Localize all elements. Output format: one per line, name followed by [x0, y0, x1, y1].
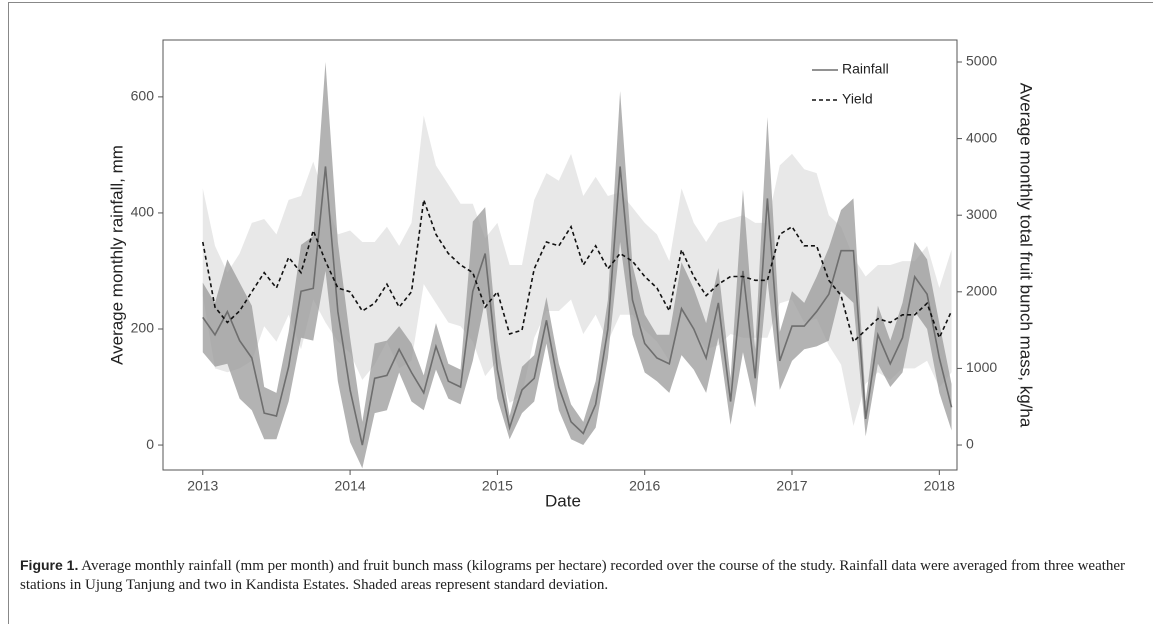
y2-tick-label: 0 [966, 436, 974, 452]
legend-label: Yield [842, 91, 873, 107]
y2-tick-label: 4000 [966, 129, 997, 145]
y-tick-label: 0 [146, 436, 154, 452]
caption-label: Figure 1. [20, 557, 79, 573]
y2-axis-title: Average monthly total fruit bunch mass, … [1017, 83, 1036, 428]
x-tick-label: 2014 [335, 478, 366, 494]
caption-text: Average monthly rainfall (mm per month) … [20, 558, 1126, 593]
x-tick-label: 2018 [924, 478, 955, 494]
x-tick-label: 2017 [776, 478, 807, 494]
sd-band [202, 62, 952, 469]
x-tick-label: 2013 [187, 478, 218, 494]
chart: Date Average monthly rainfall, mm Averag… [107, 39, 1036, 510]
x-tick-label: 2016 [629, 478, 660, 494]
plot-border [162, 39, 958, 471]
y-tick-label: 600 [131, 88, 155, 104]
line [201, 199, 953, 344]
x-tick-label: 2015 [482, 478, 513, 494]
legend-label: Rainfall [842, 61, 889, 77]
x-axis-title: Date [545, 491, 581, 510]
caption: Figure 1. Average monthly rainfall (mm p… [20, 556, 1130, 595]
y2-tick-label: 5000 [966, 53, 997, 69]
y-axis-title: Average monthly rainfall, mm [107, 145, 126, 365]
y2-tick-label: 2000 [966, 283, 997, 299]
line [202, 166, 953, 446]
y2-tick-label: 1000 [966, 359, 997, 375]
y2-tick-label: 3000 [966, 206, 997, 222]
y-tick-label: 400 [131, 204, 155, 220]
figure-frame [8, 2, 1153, 624]
y-tick-label: 200 [131, 320, 155, 336]
sd-band [202, 115, 952, 426]
